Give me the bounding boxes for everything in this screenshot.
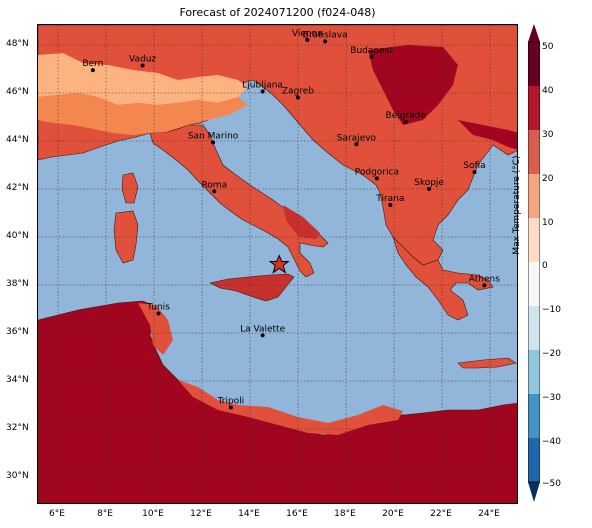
balkans-hot (458, 120, 517, 150)
city-label: Vaduz (129, 55, 156, 65)
lon-label: 20°E (382, 509, 404, 519)
colorbar-tick: −30 (542, 393, 561, 403)
city-label: Tripoli (217, 397, 245, 407)
lat-label: 34°N (6, 375, 29, 385)
city-label: Sarajevo (337, 133, 377, 143)
italy-peninsula (149, 124, 329, 278)
city-dot (260, 333, 265, 338)
city-dot (90, 68, 95, 73)
colorbar (528, 24, 540, 504)
lon-label: 10°E (142, 509, 164, 519)
city-label: Vienna (292, 29, 323, 39)
city-label: Ljubljana (242, 80, 283, 90)
city-label: Roma (201, 180, 227, 190)
colorbar-tick: 30 (542, 130, 554, 140)
city-dot (295, 95, 300, 100)
colorbar-scale (528, 24, 540, 502)
colorbar-tick: −20 (542, 349, 561, 359)
lon-label: 16°E (286, 509, 308, 519)
city-dot (403, 119, 408, 124)
colorbar-tick: 40 (542, 86, 554, 96)
city-dot (140, 63, 145, 68)
star-marker (268, 254, 290, 274)
colorbar-tick: −50 (542, 479, 561, 489)
lon-label: 24°E (478, 509, 500, 519)
lon-label: 22°E (430, 509, 452, 519)
tunisia-coast (138, 303, 173, 355)
city-label: Podgorica (355, 167, 399, 177)
chart-title: Forecast of 2024071200 (f024-048) (179, 6, 376, 19)
city-label: La Valette (240, 324, 285, 334)
lon-label: 6°E (49, 509, 65, 519)
city-dot (388, 203, 393, 207)
crete (457, 357, 517, 369)
city-dot (305, 37, 310, 42)
map-frame: Vienna Bratislava Budapest Bern Vaduz Ljublja… (37, 24, 518, 504)
city-label: Budapest (350, 46, 393, 56)
alps-warm (38, 93, 248, 135)
city-label: San Marino (188, 131, 239, 141)
colorbar-tick: 10 (542, 218, 554, 228)
graticule (38, 25, 517, 503)
lat-label: 46°N (6, 87, 29, 97)
lat-label: 30°N (6, 471, 29, 481)
city-label: Tunis (146, 302, 170, 312)
colorbar-tick: 20 (542, 174, 554, 184)
alps-cool (38, 53, 248, 105)
lon-label: 8°E (97, 509, 113, 519)
lon-label: 12°E (190, 509, 212, 519)
lat-label: 48°N (6, 39, 29, 49)
libya-coast (178, 380, 403, 435)
city-dot (323, 39, 328, 44)
city-dot (156, 311, 161, 316)
city-dot (482, 283, 487, 288)
hungary-hot (368, 45, 458, 125)
city-label: Skopje (414, 178, 444, 188)
city-dot (211, 140, 216, 145)
city-dot (212, 189, 217, 194)
lat-label: 42°N (6, 183, 29, 193)
city-dot (374, 176, 379, 181)
city-label: Bern (82, 59, 103, 69)
city-label: Zagreb (282, 86, 314, 96)
greece (392, 236, 494, 321)
city-label: Belgrade (386, 111, 427, 121)
lat-label: 38°N (6, 279, 29, 289)
city-label: Sofia (463, 161, 485, 171)
lat-label: 44°N (6, 135, 29, 145)
sicily (209, 273, 295, 302)
colorbar-tick: 50 (542, 42, 554, 52)
colorbar-tick: −40 (542, 437, 561, 447)
colorbar-tick: 0 (542, 261, 548, 271)
city-label: Bratislava (303, 30, 348, 40)
city-label: Athens (469, 274, 500, 284)
lat-label: 32°N (6, 423, 29, 433)
lon-label: 18°E (334, 509, 356, 519)
city-label: Tirana (375, 194, 404, 204)
italy-south-hot (283, 205, 320, 239)
colorbar-tick: −10 (542, 305, 561, 315)
city-dot (260, 89, 265, 94)
city-dot (427, 186, 432, 191)
city-dot (472, 170, 477, 175)
lon-label: 14°E (238, 509, 260, 519)
city-dot (369, 54, 374, 59)
colorbar-label: Max Temperature (°C) (512, 155, 522, 255)
city-dot (354, 142, 359, 147)
lat-label: 40°N (6, 231, 29, 241)
city-dot (228, 405, 233, 410)
lat-label: 36°N (6, 327, 29, 337)
